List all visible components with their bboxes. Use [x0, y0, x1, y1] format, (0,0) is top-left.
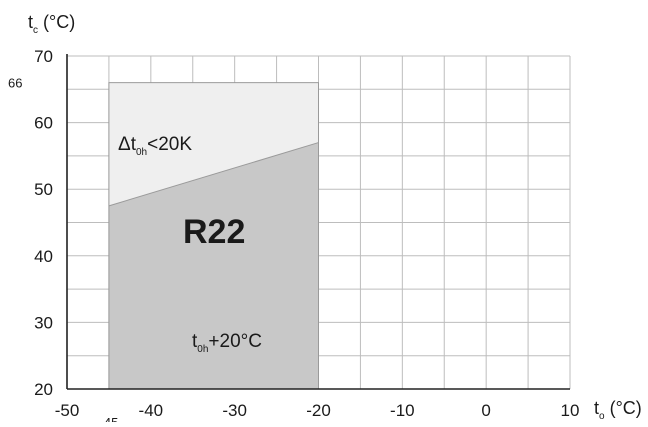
- x-axis-label: to (°C): [594, 398, 642, 422]
- y-tick-label-extra: 66: [8, 76, 22, 91]
- x-tick-label: -50: [55, 401, 80, 420]
- y-axis-label: tc (°C): [28, 12, 75, 36]
- x-tick-label: -10: [390, 401, 415, 420]
- lower-region: [108, 142, 319, 389]
- upper-region-annotation: Δt0h<20K: [118, 134, 192, 158]
- x-tick-label: 10: [561, 401, 580, 420]
- upper-region: [108, 82, 319, 206]
- axes: [66, 54, 570, 390]
- boundary-line: [108, 142, 319, 207]
- envelope-regions: [108, 82, 319, 390]
- y-tick-label: 40: [34, 247, 53, 266]
- x-tick-label-extra: -45: [100, 415, 119, 422]
- x-tick-label: -30: [222, 401, 247, 420]
- y-tick-label: 70: [34, 47, 53, 66]
- y-tick-label: 50: [34, 180, 53, 199]
- refrigerant-label: R22: [183, 213, 245, 251]
- x-tick-label: -40: [139, 401, 164, 420]
- y-tick-label: 60: [34, 114, 53, 133]
- x-tick-label: 0: [481, 401, 490, 420]
- lower-region-annotation: t0h+20°C: [192, 331, 262, 355]
- y-tick-label: 30: [34, 313, 53, 332]
- y-tick-label: 20: [34, 380, 53, 399]
- x-tick-label: -20: [306, 401, 331, 420]
